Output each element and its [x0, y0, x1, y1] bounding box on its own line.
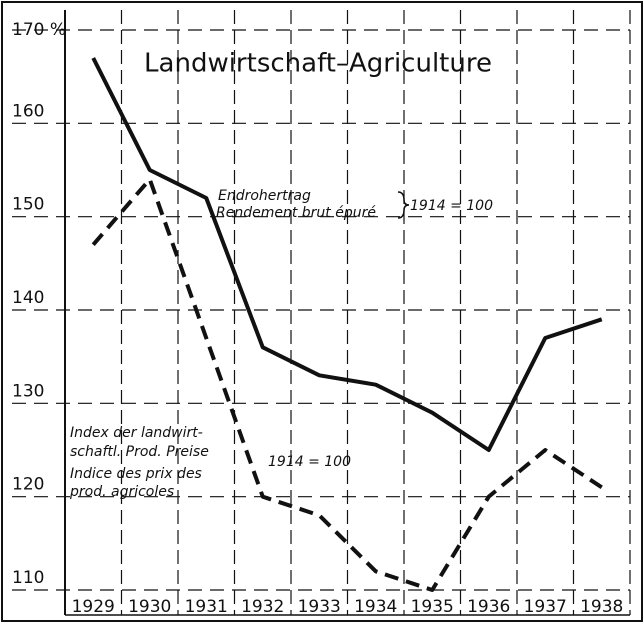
x-tick-label: 1931 — [185, 597, 228, 617]
base-label: 1914 = 100 — [410, 198, 493, 214]
base-label: 1914 = 100 — [268, 454, 351, 470]
legend-label: schaftl. Prod. Preise — [70, 444, 209, 460]
legend-label: Rendement brut épuré — [216, 205, 376, 221]
x-tick-label: 1936 — [467, 597, 510, 617]
y-tick-label: 120 — [12, 475, 44, 495]
x-tick-label: 1934 — [354, 597, 397, 617]
y-tick-label: 110 — [12, 568, 44, 588]
legend-label: Index der landwirt- — [70, 425, 203, 441]
series-line — [91, 57, 603, 452]
legend-label: Endrohertrag — [218, 188, 311, 204]
x-tick-label: 1935 — [411, 597, 454, 617]
y-tick-label: 160 — [12, 101, 44, 121]
chart-title: Landwirtschaft–Agriculture — [144, 49, 492, 79]
x-tick-label: 1930 — [128, 597, 171, 617]
y-tick-label: 140 — [12, 288, 44, 308]
x-tick-label: 1929 — [72, 597, 115, 617]
legend-label: Indice des prix des — [70, 466, 202, 482]
x-tick-label: 1933 — [298, 597, 341, 617]
x-tick-label: 1937 — [524, 597, 567, 617]
y-tick-label: 130 — [12, 381, 44, 401]
x-tick-label: 1938 — [580, 597, 623, 617]
y-tick-label: 150 — [12, 195, 44, 215]
x-tick-label: 1932 — [241, 597, 284, 617]
